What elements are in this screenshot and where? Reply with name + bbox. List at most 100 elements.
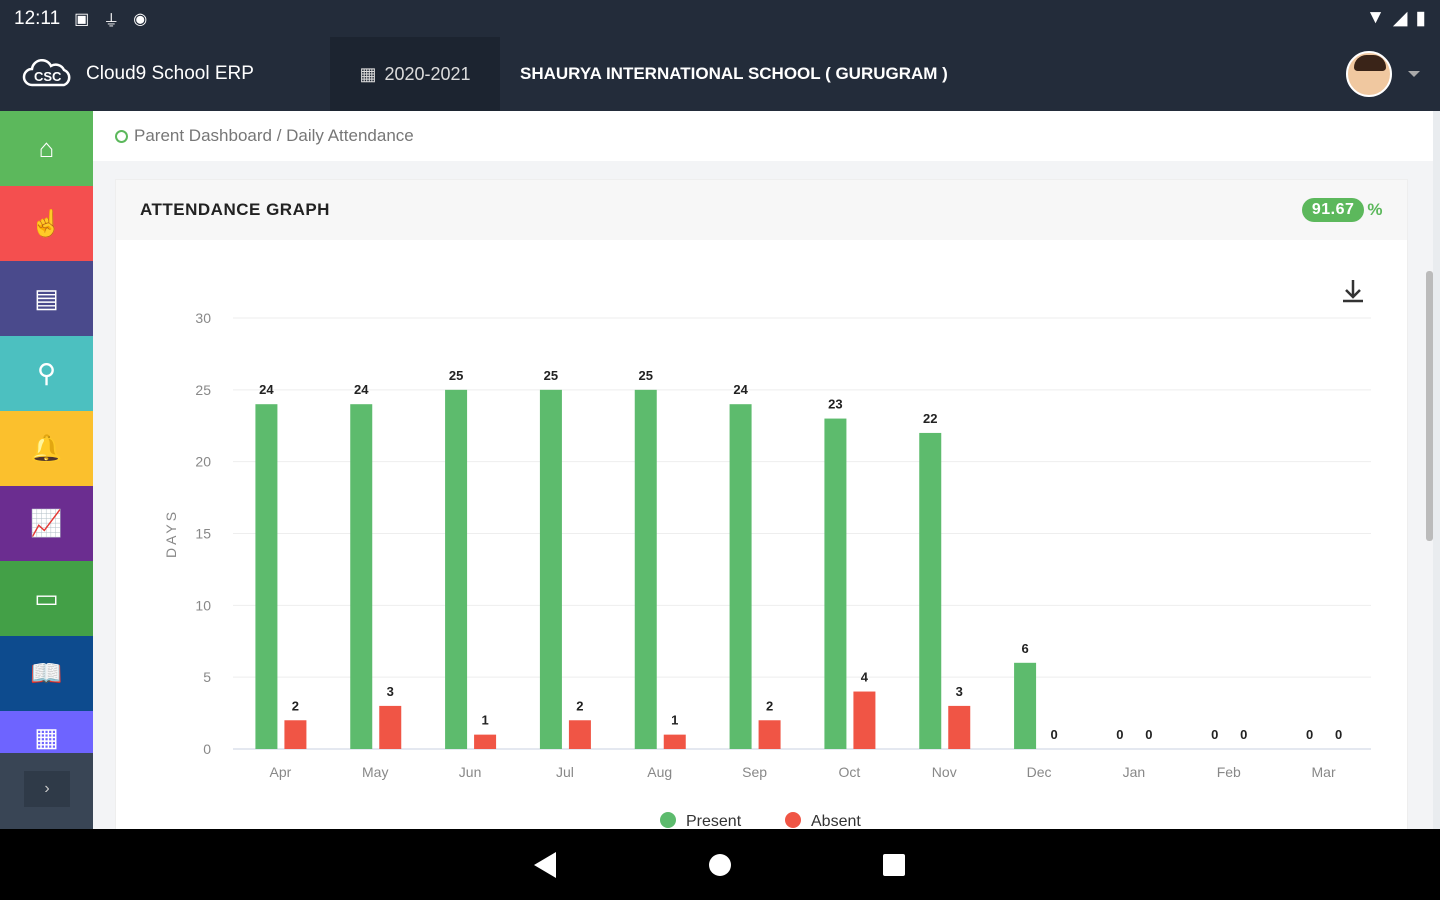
data-label: 0 (1211, 727, 1218, 742)
present-bar (1014, 662, 1037, 749)
home-button[interactable] (708, 853, 732, 877)
x-tick-label: Jul (556, 764, 574, 780)
scrollbar[interactable] (1426, 271, 1433, 541)
present-bar (350, 404, 373, 749)
battery-icon: ▮ (1415, 8, 1426, 29)
top-bar: CSC Cloud9 School ERP ▦ 2020-2021 SHAURYA… (0, 37, 1440, 111)
sidebar-item-reports[interactable]: 📈 (0, 486, 93, 561)
data-label: 4 (861, 670, 869, 685)
data-label: 0 (1240, 727, 1247, 742)
absent-bar (663, 734, 686, 749)
y-tick-label: 20 (195, 454, 211, 470)
y-axis-label: DAYS (163, 509, 179, 558)
main-content: Parent Dashboard / Daily Attendance ATTE… (93, 111, 1433, 839)
data-label: 23 (828, 397, 842, 412)
sidebar-item-books[interactable]: 📖 (0, 636, 93, 711)
x-tick-label: Sep (742, 764, 767, 780)
recents-button[interactable] (882, 853, 906, 877)
absent-bar (948, 705, 971, 749)
data-label: 0 (1306, 727, 1313, 742)
svg-text:CSC: CSC (34, 69, 62, 84)
data-label: 6 (1021, 641, 1028, 656)
fees-icon: ▭ (34, 583, 59, 613)
absent-bar (284, 720, 307, 749)
x-tick-label: Apr (270, 764, 292, 780)
sidebar-item-notifications[interactable]: 🔔 (0, 411, 93, 486)
x-tick-label: Aug (647, 764, 672, 780)
school-name: SHAURYA INTERNATIONAL SCHOOL ( GURUGRAM … (520, 64, 948, 83)
app-name: Cloud9 School ERP (86, 63, 254, 84)
academic-year: 2020-2021 (384, 63, 471, 84)
breadcrumb-text: Parent Dashboard / Daily Attendance (134, 126, 414, 145)
app-logo[interactable]: CSC Cloud9 School ERP (0, 59, 330, 89)
legend-marker-present (660, 812, 676, 828)
clock: 12:11 (14, 7, 61, 29)
expand-sidebar-button[interactable]: › (24, 771, 70, 807)
data-label: 24 (354, 382, 369, 397)
data-label: 2 (766, 698, 773, 713)
attendance-chart: 051015202530DAYSApr242May243Jun251Jul252… (163, 280, 1371, 830)
x-tick-label: Oct (839, 764, 861, 780)
usb-icon: ⏚ (103, 12, 120, 30)
data-label: 22 (923, 411, 937, 426)
data-label: 3 (387, 684, 394, 699)
present-bar (919, 432, 942, 749)
absent-bar (853, 691, 876, 749)
absent-bar (379, 705, 402, 749)
attendance-icon: ☝ (30, 208, 63, 238)
data-label: 24 (733, 382, 748, 397)
wifi-icon: ▼ (1366, 7, 1385, 28)
pin-icon: ⚲ (36, 358, 57, 388)
breadcrumb: Parent Dashboard / Daily Attendance (93, 111, 1433, 161)
document-icon: ▤ (34, 283, 59, 313)
y-tick-label: 25 (195, 382, 211, 398)
sidebar-item-home[interactable]: ⌂ (0, 111, 93, 186)
absent-bar (568, 720, 591, 749)
avatar[interactable] (1346, 51, 1392, 97)
back-button[interactable] (534, 851, 558, 878)
sidebar-item-pin[interactable]: ⚲ (0, 336, 93, 411)
sidebar-item-fees[interactable]: ▭ (0, 561, 93, 636)
data-label: 0 (1335, 727, 1342, 742)
legend-marker-absent (785, 812, 801, 828)
y-tick-label: 15 (195, 526, 211, 542)
academic-year-selector[interactable]: ▦ 2020-2021 (330, 37, 500, 111)
data-label: 1 (671, 713, 678, 728)
sidebar-item-document[interactable]: ▤ (0, 261, 93, 336)
data-label: 2 (292, 698, 299, 713)
data-label: 25 (639, 368, 653, 383)
present-bar (445, 389, 468, 749)
status-bar: 12:11 ▣ ⏚ ◉ ▼ ◢ ▮ (0, 0, 1440, 37)
chevron-down-icon[interactable] (1408, 71, 1420, 83)
data-label: 3 (956, 684, 963, 699)
present-bar (729, 404, 752, 749)
present-bar (824, 418, 847, 749)
data-label: 0 (1116, 727, 1123, 742)
download-icon[interactable] (1343, 280, 1363, 303)
sidebar-item-attendance[interactable]: ☝ (0, 186, 93, 261)
absent-bar (474, 734, 497, 749)
app-icon: ◉ (133, 10, 148, 28)
android-nav-bar (0, 829, 1440, 900)
present-bar (255, 404, 278, 749)
cloud-logo-icon: CSC (22, 59, 71, 87)
data-label: 25 (449, 368, 463, 383)
x-tick-label: Dec (1027, 764, 1052, 780)
x-tick-label: Nov (932, 764, 957, 780)
card-title: ATTENDANCE GRAPH (140, 200, 330, 219)
circle-icon (115, 129, 128, 143)
present-bar (539, 389, 562, 749)
home-icon: ⌂ (38, 133, 55, 163)
notification-icon: ▣ (74, 10, 90, 28)
x-tick-label: May (362, 764, 388, 780)
attendance-card: ATTENDANCE GRAPH 91.67% 0 5 10 15 20 25 30 DAYS… (115, 179, 1408, 839)
data-label: 24 (259, 382, 274, 397)
sidebar-item-timetable[interactable]: ▦ (0, 711, 93, 753)
legend-label-present: Present (686, 813, 742, 830)
x-tick-label: Mar (1312, 764, 1336, 780)
data-label: 2 (576, 698, 583, 713)
y-tick-label: 5 (203, 669, 211, 685)
x-tick-label: Feb (1217, 764, 1241, 780)
attendance-percentage: 91.67% (1301, 198, 1383, 222)
data-label: 0 (1145, 727, 1152, 742)
